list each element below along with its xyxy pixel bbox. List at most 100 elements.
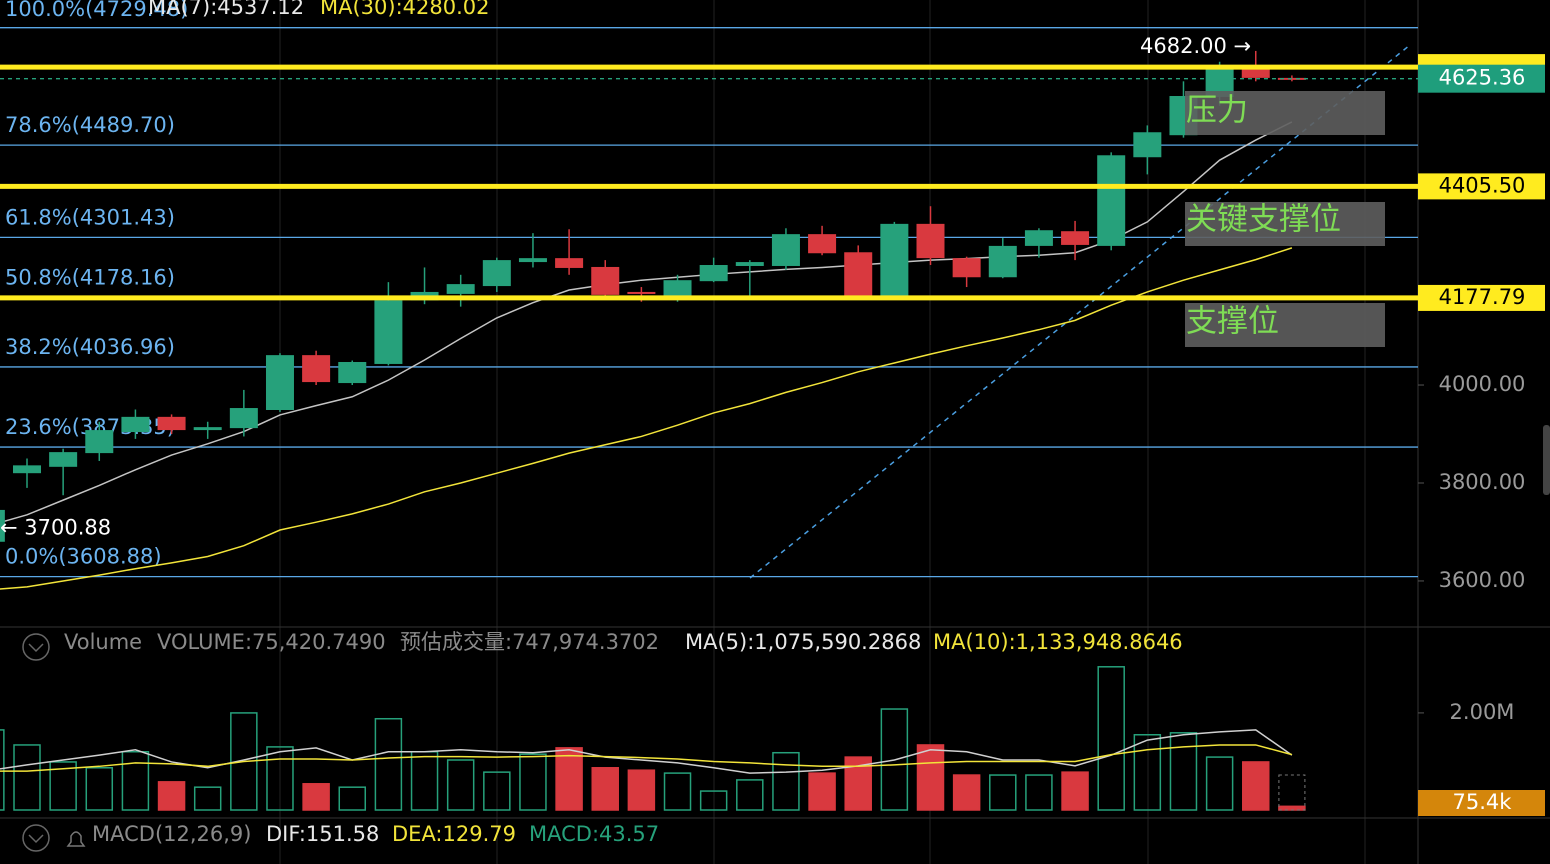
volume-bar [230,712,258,811]
candle-body [808,234,837,254]
candle-body [880,223,909,296]
volume-bar [121,750,150,811]
candle-body [121,416,150,433]
volume-bar [446,759,475,811]
annotation-box [1185,202,1385,246]
volume-bar [663,772,692,811]
volume-ma-line [0,744,1293,772]
volume-ma-readout: MA(10):1,133,948.8646 [933,630,1183,654]
fib-label: 78.6%(4489.70) [5,113,175,137]
y-tick-label: 2.00M [1450,700,1515,724]
fib-label: 100.0%(4729.48) [5,0,188,21]
candle-body [952,258,981,278]
fib-label: 0.0%(3608.88) [5,545,162,569]
annotation-text: 关键支撑位 [1186,202,1341,238]
volume-ma-line [0,729,1293,774]
volume-bar [989,774,1017,811]
candle-body [844,252,873,296]
y-tick-label: 3800.00 [1439,470,1526,494]
high-marker: 4682.00 → [1140,34,1251,58]
volume-bar [1169,732,1198,811]
candle-body [1241,67,1270,78]
candle-body [555,258,584,268]
candle-body [85,430,114,454]
volume-last-label: 75.4k [1453,790,1513,814]
volume-bar [483,771,511,811]
volume-bar [699,790,728,811]
volume-title: Volume [64,630,142,654]
volume-bar [736,779,764,811]
candle-body [1097,155,1126,246]
candle-body [338,361,367,384]
ma-readout: MA(30):4280.02 [320,0,490,19]
candle-body [374,300,403,364]
candle-body [0,509,5,542]
volume-header [22,633,50,852]
level-box [1418,284,1545,311]
candle-body [265,355,294,410]
candle-body [663,280,692,297]
side-handle[interactable] [1543,425,1550,495]
last-price-label: 4625.36 [1439,66,1526,90]
volume-bar [880,708,909,811]
candle-body [157,416,186,431]
volume-readout: 预估成交量:747,974.3702 [400,630,659,654]
y-tick-label: 4000.00 [1439,372,1526,396]
volume-bar [772,751,800,811]
volume-bar [916,744,945,811]
ma-readout: MA(7):4537.12 [148,0,304,19]
volume-bar [1205,756,1234,811]
annotation-text: 压力 [1186,93,1248,129]
last-price-box [1418,64,1545,93]
collapse-icon[interactable] [22,633,50,661]
candle-body [482,260,511,287]
collapse-icon[interactable] [22,824,50,852]
volume-bar [952,774,981,811]
volume-bar [1061,771,1089,811]
candle-body [193,427,222,431]
volume-bar [591,767,619,811]
annotation-box [1185,303,1385,347]
macd-readout: DIF:151.58 [266,822,379,846]
macd-readout: DEA:129.79 [392,822,516,846]
fib-label: 38.2%(4036.96) [5,335,175,359]
candle-body [518,258,547,263]
pending-bar [1278,774,1306,811]
candle-body [49,452,78,467]
candle-body [771,234,800,266]
level-label: 4177.79 [1439,285,1526,309]
volume-bar [374,717,403,811]
volume-bar [1133,734,1162,811]
volume-bar [519,753,547,811]
bell-icon [66,831,86,847]
volume-ma-readout: MA(5):1,075,590.2868 [685,630,921,654]
low-marker: ← 3700.88 [0,516,111,540]
volume-bar [13,744,41,811]
volume-bar [808,772,836,811]
annotation-text: 支撑位 [1186,304,1279,340]
candle-body [591,266,620,295]
candle-body [988,245,1017,278]
candle-body [13,465,41,474]
candle-body [735,262,764,266]
volume-last-box [1418,790,1545,816]
candle-body [1133,132,1162,158]
candle-body [446,284,475,294]
chevron [28,643,44,653]
volume-bar [1278,805,1306,811]
candle-body [699,265,728,282]
macd-title: MACD(12,26,9) [92,822,252,846]
macd-readout: MACD:43.57 [529,822,659,846]
annotation-box [1185,91,1385,135]
volume-bar [338,786,367,811]
chevron [28,834,44,844]
volume-bar [0,729,5,811]
volume-bar [302,783,330,811]
volume-readout: VOLUME:75,420.7490 [157,630,386,654]
volume-bar [1242,761,1270,811]
candle-body [916,223,945,259]
